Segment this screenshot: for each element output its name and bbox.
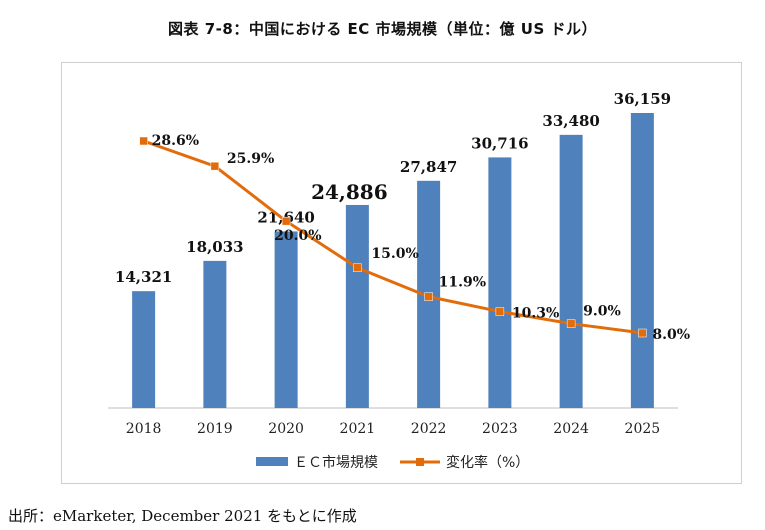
bar-2025 xyxy=(630,113,654,408)
line-series-path xyxy=(143,139,643,335)
bar-value-label-2019: 18,033 xyxy=(186,238,243,256)
line-marker-2021 xyxy=(353,263,362,273)
line-value-label-2020: 20.0% xyxy=(274,228,321,244)
bar-value-label-2025: 36,159 xyxy=(614,90,671,108)
x-tick-label-2021: 2021 xyxy=(340,421,376,437)
bar-2020 xyxy=(274,231,298,408)
bar-2024 xyxy=(559,134,583,408)
bar-value-label-2021: 24,886 xyxy=(311,180,388,204)
bar-2023 xyxy=(488,157,512,408)
line-marker-2018 xyxy=(139,136,148,146)
x-tick-label-2018: 2018 xyxy=(126,421,162,437)
line-value-label-2021: 15.0% xyxy=(371,246,418,262)
x-tick-label-2025: 2025 xyxy=(625,421,661,437)
x-tick-label-2023: 2023 xyxy=(482,421,518,437)
line-value-label-2022: 11.9% xyxy=(439,275,486,291)
x-tick-label-2019: 2019 xyxy=(197,421,233,437)
bar-2019 xyxy=(203,260,227,408)
line-value-label-2025: 8.0% xyxy=(652,327,690,343)
source-note: 出所：eMarketer, December 2021 をもとに作成 xyxy=(8,507,357,525)
chart-frame xyxy=(61,62,742,484)
chart-title: 図表 7-8：中国における EC 市場規模（単位：億 US ドル） xyxy=(168,20,597,38)
line-marker-2023 xyxy=(495,307,505,316)
line-marker-2025 xyxy=(638,328,647,338)
legend-marker-line xyxy=(416,458,424,466)
x-tick-label-2024: 2024 xyxy=(553,421,589,437)
bar-2018 xyxy=(132,291,156,408)
line-marker-2019 xyxy=(210,161,220,171)
line-marker-2022 xyxy=(424,292,433,301)
x-tick-label-2022: 2022 xyxy=(411,421,447,437)
line-value-label-2024: 9.0% xyxy=(583,304,621,320)
x-tick-label-2020: 2020 xyxy=(268,421,304,437)
legend-label-bars: ＥＣ市場規模 xyxy=(294,454,378,471)
line-value-label-2023: 10.3% xyxy=(512,306,559,322)
legend-label-line: 変化率（%） xyxy=(446,454,529,471)
bar-value-label-2022: 27,847 xyxy=(400,158,457,176)
bar-value-label-2018: 14,321 xyxy=(115,268,172,286)
bar-value-label-2024: 33,480 xyxy=(542,112,599,130)
line-value-label-2019: 25.9% xyxy=(227,151,274,167)
bar-value-label-2023: 30,716 xyxy=(471,134,528,152)
line-value-label-2018: 28.6% xyxy=(152,133,199,149)
line-marker-2020 xyxy=(281,216,291,226)
bar-2021 xyxy=(345,204,369,408)
line-marker-2024 xyxy=(566,319,576,328)
legend-swatch-bars xyxy=(256,457,288,466)
